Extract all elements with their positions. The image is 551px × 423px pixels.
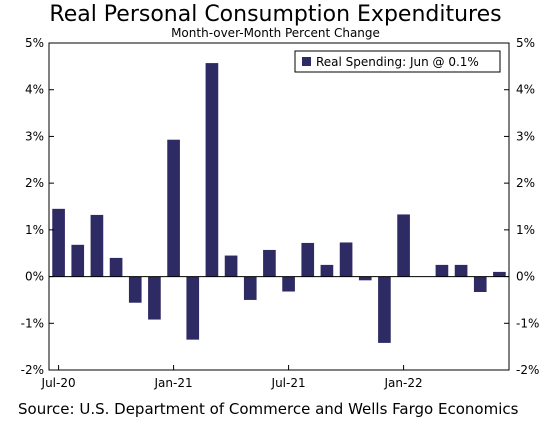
bar-Nov-20 [128,276,142,303]
bar-Dec-20 [148,276,161,320]
bar-Jul-21 [282,276,295,292]
bar-Dec-21 [378,276,391,343]
legend: Real Spending: Jun @ 0.1% [294,50,501,73]
bar-Aug-20 [71,244,85,277]
y-tick-label-left: 0% [25,270,44,284]
y-tick-label-left: 3% [25,129,44,143]
y-tick-label-right: 4% [516,83,535,97]
bar-Jun-21 [263,249,276,277]
y-tick-label-right: 1% [516,223,535,237]
y-tick-label-left: 4% [25,83,44,97]
y-tick-label-left: -1% [21,316,44,330]
bar-May-21 [243,276,257,300]
legend-swatch [302,57,311,66]
y-tick-label-left: 1% [25,223,44,237]
y-tick-label-right: 0% [516,270,535,284]
bar-Apr-22 [454,264,468,277]
bar-Jun-22 [493,271,506,277]
bar-Mar-21 [205,63,219,277]
bars-group [52,63,506,343]
bar-Apr-21 [224,255,238,277]
y-tick-label-right: 5% [516,36,535,50]
bar-Sep-20 [90,214,104,277]
y-tick-label-right: 3% [516,129,535,143]
chart-title: Real Personal Consumption Expenditures [49,2,502,27]
bar-Oct-21 [339,242,353,277]
y-tick-label-right: -2% [516,363,539,377]
plot-area-frame [48,42,510,371]
y-tick-label-left: -2% [21,363,44,377]
y-tick-label-left: 2% [25,176,44,190]
bar-Mar-22 [435,264,449,277]
bar-Aug-21 [301,242,315,277]
x-tick-label: Jul-21 [271,376,306,390]
chart-subtitle: Month-over-Month Percent Change [171,26,380,40]
y-axis-right: -2% -1% 0% 1% 2% 3% 4% 5% [504,36,539,377]
bar-Sep-21 [320,264,334,277]
bar-May-22 [473,276,487,292]
y-tick-label-right: -1% [516,316,539,330]
bar-Jul-20 [52,208,65,277]
x-tick-label: Jan-21 [154,376,193,390]
x-tick-label: Jan-22 [384,376,423,390]
y-tick-label-right: 2% [516,176,535,190]
bar-Jan-22 [397,214,410,277]
bar-Oct-20 [109,257,123,277]
legend-box [294,50,501,73]
y-axis-left: -2% -1% 0% 1% 2% 3% 4% 5% [21,36,54,377]
bar-Jan-21 [167,139,180,277]
source-note: Source: U.S. Department of Commerce and … [18,400,519,418]
x-tick-label: Jul-20 [41,376,76,390]
y-tick-label-left: 5% [25,36,44,50]
bar-Feb-21 [186,276,200,340]
x-axis: Jul-20 Jan-21 Jul-21 Jan-22 [41,365,423,390]
legend-label: Real Spending: Jun @ 0.1% [316,55,479,69]
bar-Nov-21 [358,276,372,281]
